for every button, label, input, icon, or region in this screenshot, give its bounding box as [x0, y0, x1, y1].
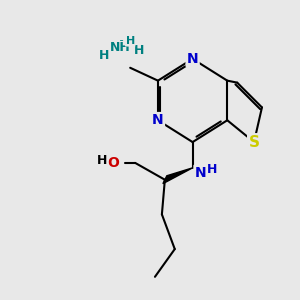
Text: N: N [119, 40, 129, 52]
Text: N: N [187, 52, 198, 66]
Text: N: N [195, 166, 206, 180]
Text: NH: NH [110, 41, 131, 55]
Text: H: H [126, 36, 135, 46]
Text: H: H [134, 44, 145, 57]
Text: H: H [97, 154, 108, 167]
Text: N: N [152, 113, 164, 127]
Polygon shape [163, 168, 193, 184]
Text: H: H [207, 163, 218, 176]
Text: S: S [248, 135, 260, 150]
Text: H: H [99, 50, 110, 62]
Text: O: O [107, 156, 119, 170]
